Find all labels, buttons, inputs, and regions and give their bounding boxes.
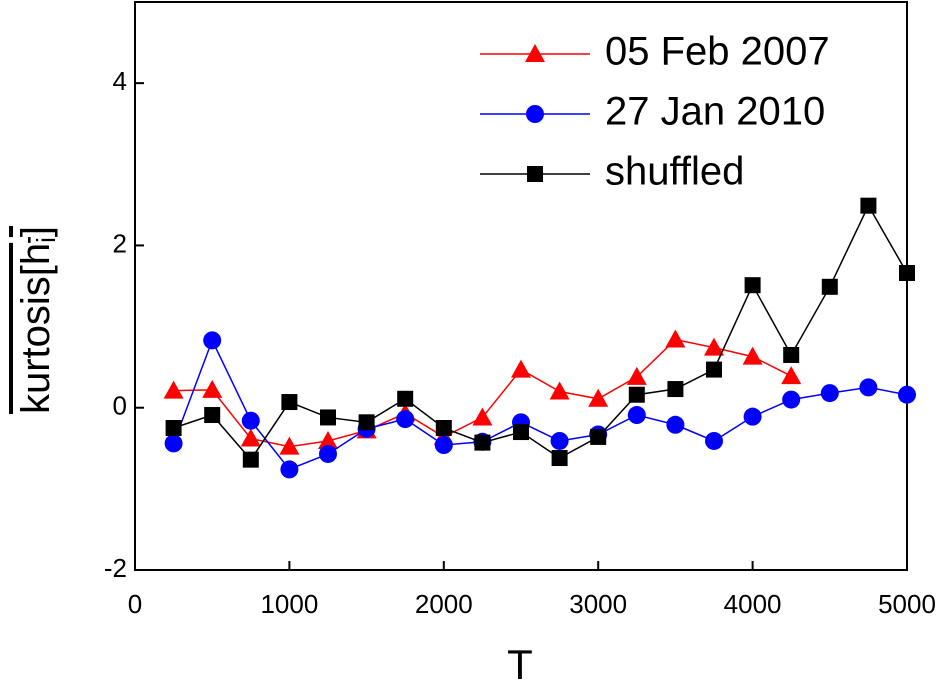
marker	[526, 105, 544, 123]
legend-label: 05 Feb 2007	[605, 30, 830, 74]
marker	[434, 436, 453, 455]
marker	[203, 331, 222, 350]
marker	[899, 265, 915, 282]
x-axis-label: T	[507, 641, 533, 688]
y-tick-label: 4	[113, 66, 127, 96]
marker	[435, 420, 452, 436]
marker	[397, 390, 414, 407]
marker	[241, 411, 260, 430]
x-tick-label: 5000	[878, 589, 936, 619]
marker	[550, 431, 569, 450]
marker	[319, 444, 337, 463]
marker	[744, 277, 761, 294]
marker	[165, 420, 182, 436]
marker	[396, 410, 415, 429]
y-label-main: kurtosis[h	[14, 243, 58, 414]
x-tick-label: 4000	[724, 589, 782, 619]
marker	[318, 430, 338, 449]
series-line	[173, 338, 792, 448]
marker	[782, 390, 801, 409]
y-tick-label: 0	[113, 391, 127, 421]
marker	[627, 406, 646, 425]
marker	[527, 166, 543, 182]
marker	[898, 385, 916, 404]
marker	[358, 414, 375, 431]
series-line	[173, 204, 908, 461]
marker	[202, 379, 223, 398]
marker	[590, 428, 607, 445]
marker	[706, 361, 722, 378]
marker	[821, 278, 838, 295]
marker	[279, 436, 300, 455]
marker	[742, 346, 763, 365]
marker	[281, 394, 298, 411]
x-tick-label: 1000	[260, 589, 318, 619]
marker	[525, 44, 545, 62]
legend-label: shuffled	[605, 150, 744, 194]
x-tick-label: 2000	[415, 589, 473, 619]
y-tick-label: -2	[104, 553, 127, 583]
marker	[320, 409, 336, 426]
marker	[588, 388, 609, 407]
marker	[549, 381, 570, 400]
marker	[781, 366, 802, 385]
marker	[628, 386, 645, 403]
marker	[163, 380, 184, 399]
x-tick-label: 3000	[569, 589, 627, 619]
marker	[626, 366, 647, 385]
marker	[280, 460, 299, 479]
marker	[704, 337, 724, 356]
marker	[164, 434, 183, 453]
marker	[665, 329, 686, 348]
marker	[474, 434, 491, 451]
x-tick-label: 0	[128, 589, 142, 619]
y-axis-label: kurtosis[hi]	[14, 226, 61, 414]
marker	[860, 197, 877, 214]
marker	[511, 359, 531, 378]
plot-frame	[134, 1, 908, 571]
marker	[204, 407, 221, 424]
marker	[705, 431, 723, 450]
marker	[240, 428, 261, 447]
marker	[859, 378, 878, 397]
y-tick-label: 2	[113, 228, 127, 258]
marker	[551, 450, 568, 467]
marker	[667, 381, 684, 398]
marker	[242, 451, 259, 468]
marker	[783, 346, 800, 363]
marker	[666, 415, 685, 434]
y-label-end: ]	[14, 226, 58, 237]
marker	[820, 384, 839, 403]
marker	[743, 407, 762, 426]
plot-area	[163, 197, 916, 479]
marker	[472, 407, 493, 426]
marker	[513, 424, 529, 441]
legend-label: 27 Jan 2010	[605, 90, 825, 134]
y-label-sub: i	[31, 237, 61, 243]
